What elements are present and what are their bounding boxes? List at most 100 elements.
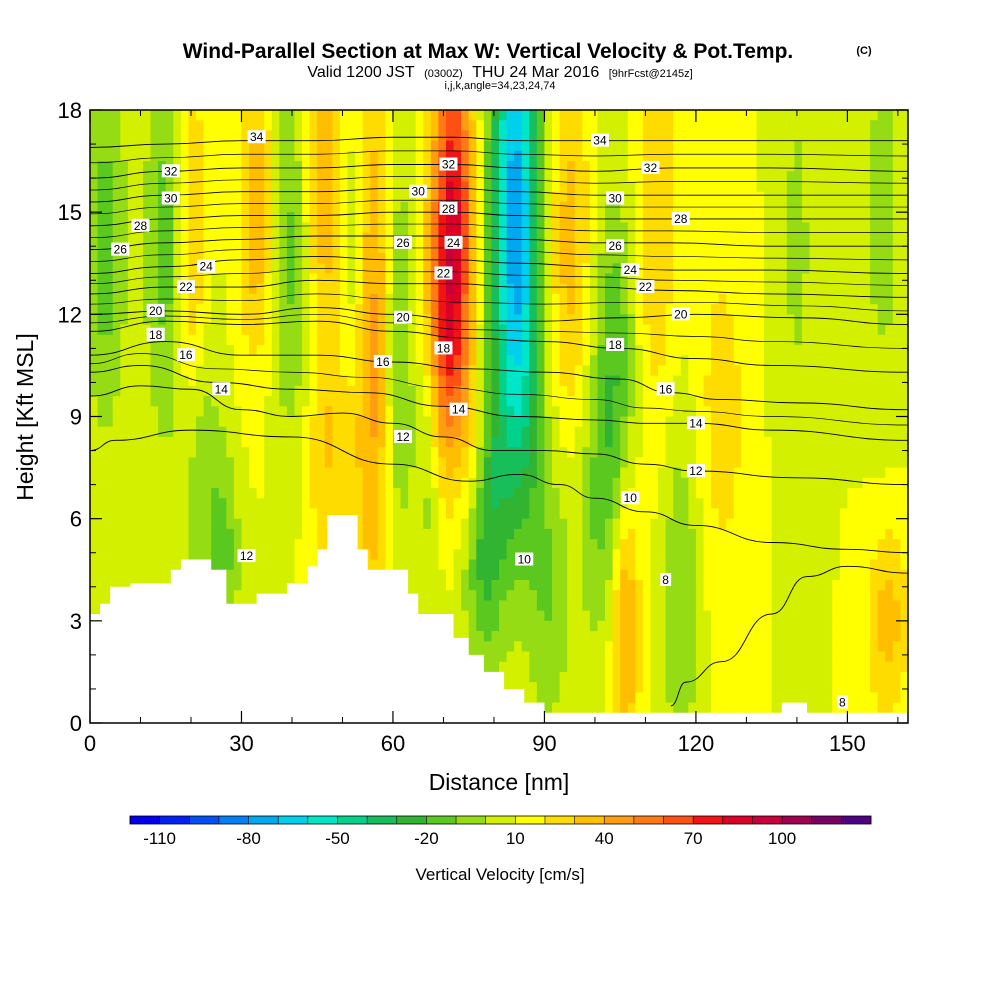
heat-cell [559,620,568,632]
heat-cell [552,610,561,622]
heat-cell [711,385,720,397]
heat-cell [279,406,288,418]
heat-cell [536,488,546,499]
heat-cell [165,559,174,571]
heat-cell [514,600,523,612]
heat-cell [332,334,341,346]
heat-cell [135,559,144,571]
heat-cell [650,508,659,520]
heat-cell [112,314,121,326]
heat-cell [392,549,402,561]
heat-cell [688,590,697,601]
heat-cell [150,283,159,295]
heat-cell [302,508,311,520]
heat-cell [597,682,606,693]
heat-cell [112,365,121,377]
heat-cell [173,457,182,469]
heat-cell [226,232,235,244]
heat-cell [559,477,568,489]
heat-cell [211,304,220,315]
heat-cell [544,406,553,418]
heat-cell [612,222,621,234]
heat-cell [711,314,720,326]
heat-cell [673,171,682,183]
heat-cell [627,181,636,193]
heat-cell [241,436,250,448]
heat-cell [605,181,614,193]
heat-cell [605,447,614,458]
heat-cell [302,171,311,183]
heat-cell [658,447,667,458]
heat-cell [309,477,318,489]
heat-cell [408,559,417,571]
heat-cell [680,396,689,407]
heat-cell [294,181,303,193]
heat-cell [302,498,311,510]
heat-cell [150,477,159,489]
heat-cell [695,334,705,346]
heat-cell [552,426,561,438]
heat-cell [695,222,705,234]
heat-cell [286,406,296,418]
heat-cell [665,222,674,234]
heat-cell [650,212,659,223]
heat-cell [582,620,591,632]
heat-cell [567,528,576,540]
heat-cell [453,590,462,601]
heat-cell [120,273,129,285]
heat-cell [559,273,568,285]
heat-cell [423,314,432,326]
heat-cell [552,191,561,203]
heat-cell [173,498,182,510]
heat-cell [544,375,553,387]
heat-cell [150,416,159,428]
heat-cell [574,559,583,571]
heat-cell [97,293,106,305]
heat-cell [324,242,333,254]
heat-cell [711,324,720,336]
heat-cell [438,293,447,305]
heat-cell [582,191,591,203]
heat-cell [658,355,667,367]
heat-cell [317,140,326,152]
heat-cell [332,467,341,479]
heat-cell [120,436,129,448]
heat-cell [400,110,409,121]
heat-cell [499,375,508,387]
heat-cell [264,549,273,561]
heat-cell [264,283,273,295]
heat-cell [143,263,152,275]
heat-cell [521,508,530,520]
heat-cell [332,355,341,367]
heat-cell [90,539,99,550]
heat-cell [188,171,197,183]
heat-cell [249,569,258,581]
heat-cell [491,191,500,203]
heat-cell [377,212,386,223]
heat-cell [521,120,530,132]
heat-cell [658,212,667,223]
heat-cell [574,692,583,704]
heat-cell [203,314,212,326]
heat-cell [173,488,182,499]
heat-cell [445,304,455,315]
heat-cell [718,181,727,193]
heat-cell [415,518,424,530]
heat-cell [468,620,477,632]
heat-cell [127,457,137,469]
heat-cell [711,488,720,499]
heat-cell [150,140,159,152]
heat-cell [233,416,243,428]
heat-cell [294,273,303,285]
heat-cell [445,283,455,295]
heat-cell [279,161,288,172]
heat-cell [279,385,288,397]
heat-cell [529,671,538,683]
heat-cell [158,508,167,520]
heat-cell [605,355,614,367]
heat-cell [491,110,500,121]
heat-cell [135,375,144,387]
heat-cell [226,416,235,428]
heat-cell [582,314,591,326]
heat-cell [658,692,667,704]
